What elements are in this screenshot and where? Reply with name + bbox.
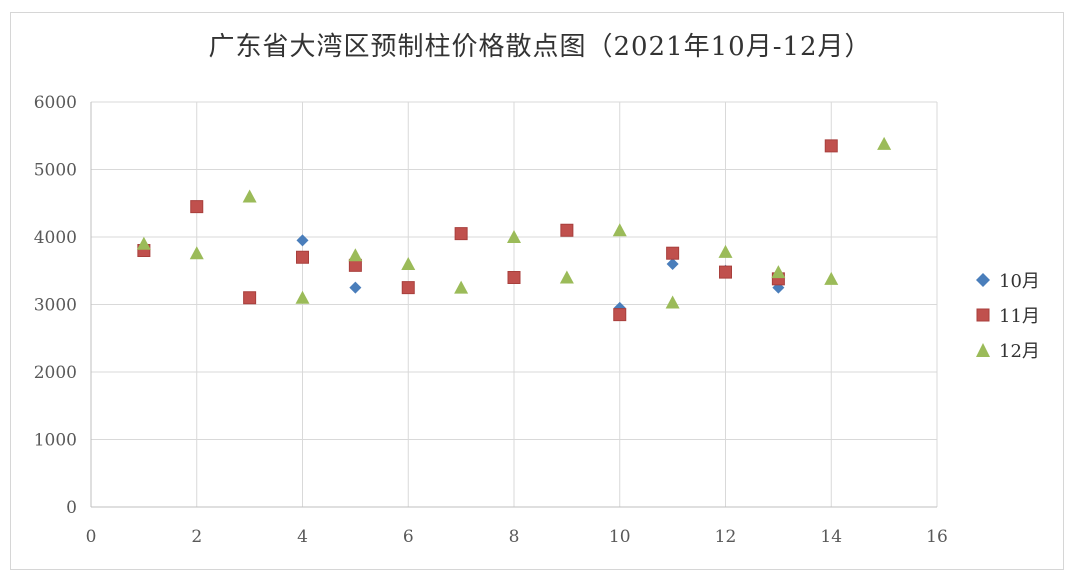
data-point-square <box>507 271 521 284</box>
x-tick-label: 10 <box>609 527 631 547</box>
x-tick-label: 12 <box>715 527 737 547</box>
legend-item-nov: 11月 <box>975 297 1040 332</box>
data-point-triangle <box>401 257 416 270</box>
data-point-triangle <box>242 189 257 203</box>
data-point-diamond <box>666 258 679 270</box>
data-point-square <box>824 139 838 153</box>
y-tick-label: 2000 <box>34 363 77 383</box>
data-point-square <box>560 223 574 237</box>
data-point-triangle <box>189 246 204 260</box>
data-point-triangle <box>877 136 892 150</box>
y-tick-label: 1000 <box>34 431 77 451</box>
chart-title: 广东省大湾区预制柱价格散点图（2021年10月-12月） <box>208 32 872 62</box>
x-tick-label: 16 <box>926 527 948 547</box>
data-point-triangle <box>454 280 469 294</box>
data-point-square <box>454 227 468 241</box>
data-point-triangle <box>824 271 839 285</box>
data-point-triangle <box>718 244 733 258</box>
triangle-marker-icon <box>976 342 990 357</box>
y-tick-label: 5000 <box>34 161 77 181</box>
data-point-triangle <box>136 236 151 250</box>
data-point-triangle <box>665 295 680 309</box>
data-point-diamond <box>296 234 309 247</box>
data-point-square <box>243 291 257 305</box>
y-tick-label: 0 <box>66 498 77 518</box>
data-point-triangle <box>507 230 521 243</box>
data-point-square <box>296 250 309 264</box>
data-point-triangle <box>559 270 574 284</box>
legend-label: 11月 <box>999 305 1040 327</box>
square-marker-icon <box>976 308 990 321</box>
data-point-triangle <box>295 290 310 304</box>
x-tick-label: 0 <box>86 527 97 547</box>
data-point-triangle <box>771 265 786 279</box>
x-tick-label: 4 <box>297 527 308 547</box>
data-point-square <box>613 308 627 322</box>
legend-label: 12月 <box>999 340 1040 362</box>
x-tick-label: 8 <box>509 527 520 547</box>
legend-item-oct: 10月 <box>975 262 1040 297</box>
x-tick-label: 6 <box>403 527 414 547</box>
diamond-marker-icon <box>976 272 990 287</box>
x-tick-label: 2 <box>191 527 202 547</box>
data-point-square <box>190 200 204 214</box>
y-tick-label: 6000 <box>34 93 77 113</box>
data-point-square <box>401 281 415 295</box>
data-point-triangle <box>348 248 363 262</box>
data-point-diamond <box>349 281 362 294</box>
legend-label: 10月 <box>999 270 1040 292</box>
chart-frame <box>10 12 1064 570</box>
y-tick-label: 4000 <box>34 228 77 248</box>
data-point-square <box>666 246 680 260</box>
data-point-triangle <box>612 223 627 237</box>
y-tick-label: 3000 <box>34 296 77 316</box>
data-point-square <box>719 265 732 279</box>
legend: 10月 11月 12月 <box>975 262 1040 367</box>
legend-item-dec: 12月 <box>975 332 1040 367</box>
x-tick-label: 14 <box>820 527 842 547</box>
